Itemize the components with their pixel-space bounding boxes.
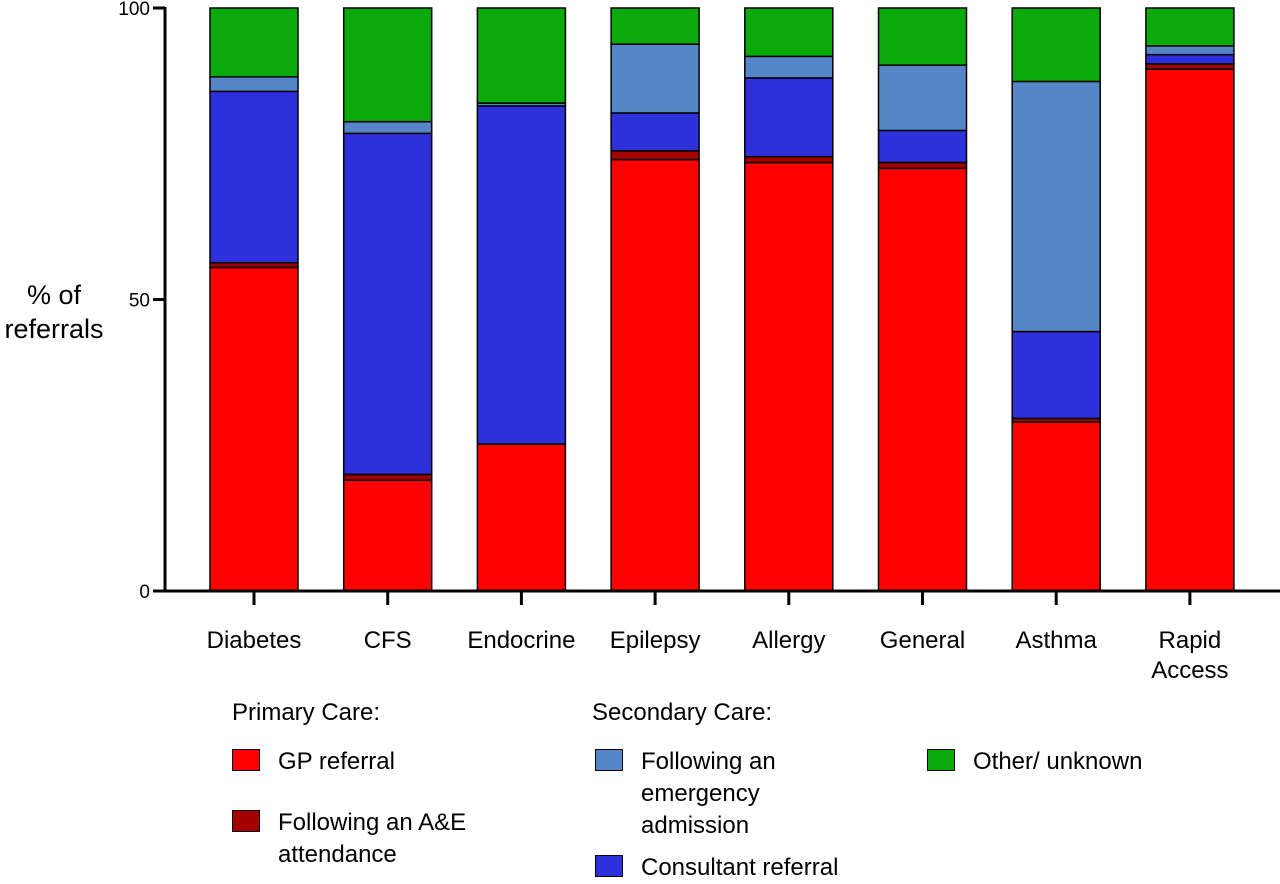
legend-heading-secondary-care: Secondary Care: (592, 699, 773, 726)
legend-heading-primary-care: Primary Care: (232, 699, 381, 726)
legend-swatch-consultant-referral (595, 855, 623, 877)
legend-label: GP referral (278, 748, 395, 775)
legend-item-ae-attendance: Following an A&E attendance (232, 807, 466, 871)
legend-item-consultant-referral: Consultant referral (595, 852, 838, 884)
x-tick-label: Endocrine (451, 626, 591, 656)
bar-segment-gp-referral (1011, 421, 1101, 592)
y-tick-label: 50 (129, 291, 150, 312)
x-tick-label: Asthma (986, 626, 1126, 656)
bar-segment-following-an-emergency-admission (1011, 80, 1101, 333)
legend-item-gp-referral: GP referral (232, 746, 395, 778)
bar-segment-following-an-a-e-attendance (744, 155, 834, 164)
x-tick-label-line: Asthma (1015, 627, 1097, 654)
bar-segment-other-unknown (610, 7, 700, 45)
bar-segment-consultant-referral (476, 105, 567, 445)
bar-segment-other-unknown (209, 7, 299, 78)
legend-label: admission (641, 812, 750, 839)
bar-segment-following-an-a-e-attendance (1145, 63, 1235, 70)
x-tick-label: Rapid Access (1120, 626, 1260, 686)
bar-segment-following-an-emergency-admission (610, 43, 700, 114)
bar-segment-consultant-referral (877, 129, 968, 164)
x-tick-label-line: CFS (363, 627, 412, 654)
bar-segment-consultant-referral (342, 132, 433, 476)
x-tick-label-line: Endocrine (467, 627, 576, 654)
bar-segment-following-an-emergency-admission (877, 64, 968, 132)
bar-segment-following-an-emergency-admission (342, 120, 433, 135)
bar-segment-other-unknown (342, 7, 433, 123)
x-tick-label: CFS (318, 626, 458, 656)
x-tick-label: Diabetes (184, 626, 324, 656)
bar-segment-consultant-referral (209, 90, 299, 264)
y-tick-label: 100 (118, 0, 150, 20)
bar-segment-other-unknown (1145, 7, 1235, 47)
bar-segment-consultant-referral (1145, 53, 1235, 65)
legend-label: emergency (641, 780, 760, 807)
legend-item-emergency-admission: Following an emergency admission (595, 746, 776, 842)
bar-segment-following-an-a-e-attendance (342, 473, 433, 481)
bar-segment-other-unknown (1011, 7, 1101, 83)
bar-segment-gp-referral (209, 266, 299, 592)
bar-segment-other-unknown (744, 7, 834, 58)
x-tick-label-line: Access (1151, 657, 1229, 684)
legend-swatch-gp-referral (232, 749, 260, 771)
bar-segment-following-an-a-e-attendance (610, 150, 700, 161)
bar-segment-other-unknown (877, 7, 968, 66)
bar-segment-following-an-emergency-admission (744, 55, 834, 79)
bar-segment-gp-referral (476, 443, 567, 592)
legend-label: Consultant referral (641, 854, 839, 881)
bar-segment-consultant-referral (610, 112, 700, 152)
bar-segment-other-unknown (476, 7, 567, 104)
x-tick-label-line: Diabetes (206, 627, 302, 654)
legend-label: Other/ unknown (973, 748, 1143, 775)
bar-segment-following-an-a-e-attendance (877, 161, 968, 170)
x-tick-label: Allergy (719, 626, 859, 656)
y-axis-label-line: % of (26, 280, 82, 310)
legend-item-other-unknown: Other/ unknown (927, 746, 1142, 778)
x-tick-label-line: Epilepsy (609, 627, 701, 654)
legend-label: Following an (641, 748, 776, 775)
legend-swatch-ae-attendance (232, 810, 260, 832)
y-axis-label-line: referrals (4, 314, 104, 344)
bar-segment-following-an-emergency-admission (209, 76, 299, 93)
bar-segment-gp-referral (1145, 68, 1235, 592)
bar-segment-gp-referral (610, 158, 700, 592)
legend-label: attendance (278, 841, 397, 868)
legend-swatch-emergency-admission (595, 749, 623, 771)
x-tick-label-line: Rapid (1158, 627, 1222, 654)
bar-segment-consultant-referral (744, 77, 834, 158)
legend-swatch-other-unknown (927, 749, 955, 771)
x-tick-label: General (853, 626, 993, 656)
bar-segment-following-an-emergency-admission (1145, 45, 1235, 56)
bar-segment-gp-referral (877, 167, 968, 592)
y-tick-label: 0 (139, 582, 150, 603)
bar-segment-consultant-referral (1011, 330, 1101, 420)
bar-segment-gp-referral (744, 161, 834, 592)
legend-label: Following an A&E (278, 809, 467, 836)
x-tick-label: Epilepsy (585, 626, 725, 656)
y-axis-label: % of referrals (0, 278, 108, 346)
bar-segment-gp-referral (342, 479, 433, 592)
x-tick-label-line: Allergy (752, 627, 826, 654)
x-tick-label-line: General (879, 627, 966, 654)
